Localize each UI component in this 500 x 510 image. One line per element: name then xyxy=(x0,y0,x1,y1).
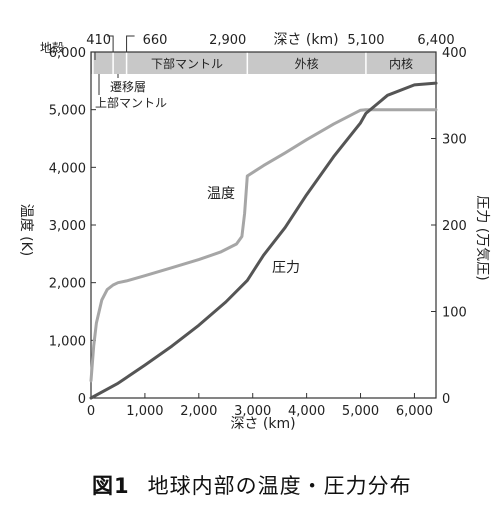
y-left-tick-label: 6,000 xyxy=(49,46,86,61)
y-right-tick-label: 300 xyxy=(442,133,467,148)
top-tick-label: 410 xyxy=(86,33,111,48)
layer-annotation-leaders xyxy=(94,52,119,95)
caption-text: 地球内部の温度・圧力分布 xyxy=(147,474,412,498)
chart: 下部マントル 外核 内核 0 1,000 2,000 3,000 4,000 5,000 6,0… xyxy=(18,32,490,432)
x-tick-label: 3,000 xyxy=(234,404,271,419)
top-tick-label: 2,900 xyxy=(209,33,246,48)
x-axis-ticks: 0 1,000 2,000 3,000 4,000 5,000 6,000 xyxy=(87,393,433,419)
series-label-pressure: 圧力 xyxy=(272,260,300,276)
y-left-tick-label: 1,000 xyxy=(49,334,86,349)
top-axis-title: 深さ (km) xyxy=(273,32,338,48)
x-tick-label: 4,000 xyxy=(288,404,325,419)
top-axis-ticks: 410 660 2,900 5,100 6,400 xyxy=(86,33,455,52)
layer-dividers xyxy=(92,52,367,74)
y-left-tick-label: 5,000 xyxy=(49,104,86,119)
caption-number: 図1 xyxy=(92,474,130,498)
y-left-tick-label: 4,000 xyxy=(49,161,86,176)
series-line-temperature xyxy=(89,108,438,383)
y-right-tick-label: 400 xyxy=(442,46,467,61)
y-left-axis-title: 温度 (K) xyxy=(18,204,34,257)
series-layer xyxy=(89,81,438,400)
x-axis-title: 深さ (km) xyxy=(230,416,295,432)
top-tick-leader xyxy=(107,35,114,52)
y-right-tick-label: 100 xyxy=(442,306,467,321)
y-right-tick-label: 0 xyxy=(442,392,450,407)
layer-annotation-transition-zone: 遷移層 xyxy=(110,80,146,94)
y-left-tick-label: 0 xyxy=(78,392,86,407)
top-tick-label: 6,400 xyxy=(417,33,454,48)
x-tick-label: 1,000 xyxy=(126,404,163,419)
x-tick-label: 0 xyxy=(87,404,95,419)
y-left-axis-ticks: 0 1,000 2,000 3,000 4,000 5,000 6,000 xyxy=(49,46,96,407)
figure-caption: 図1 地球内部の温度・圧力分布 xyxy=(92,470,412,500)
x-tick-label: 2,000 xyxy=(180,404,217,419)
x-tick-label: 5,000 xyxy=(342,404,379,419)
layer-name: 下部マントル xyxy=(151,56,223,71)
layer-annotation-upper-mantle: 上部マントル xyxy=(95,95,167,110)
x-tick-label: 6,000 xyxy=(396,404,433,419)
layer-name: 外核 xyxy=(295,57,319,71)
layer-names: 下部マントル 外核 内核 xyxy=(151,56,413,71)
layer-annotation-crust: 地殻 xyxy=(40,41,64,55)
top-tick-leader xyxy=(126,35,135,52)
y-right-axis-title: 圧力 (万気圧) xyxy=(474,195,490,280)
y-right-axis-ticks: 0 100 200 300 400 xyxy=(431,46,467,407)
y-left-tick-label: 3,000 xyxy=(49,219,86,234)
y-left-tick-label: 2,000 xyxy=(49,277,86,292)
series-label-temperature: 温度 xyxy=(207,186,235,202)
layer-name: 内核 xyxy=(389,57,413,71)
y-right-tick-label: 200 xyxy=(442,219,467,234)
top-tick-label: 5,100 xyxy=(347,33,384,48)
layer-bar-background xyxy=(91,52,436,74)
top-tick-label: 660 xyxy=(143,33,168,48)
series-line-pressure xyxy=(89,81,438,400)
